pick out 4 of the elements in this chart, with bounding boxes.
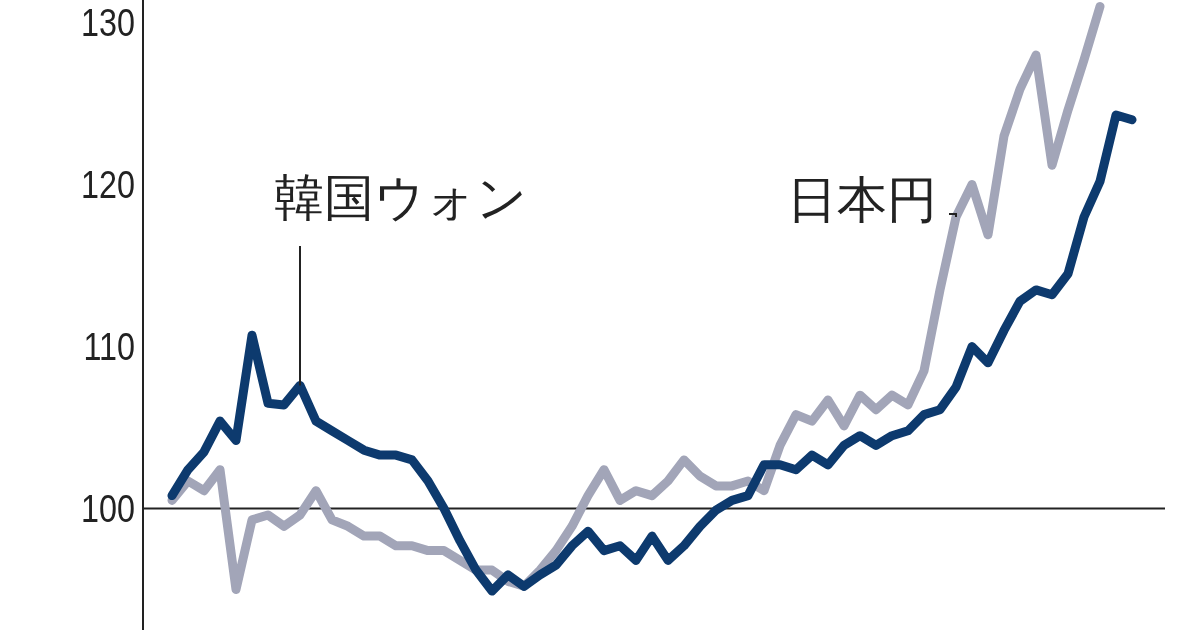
y-tick-label: 100: [81, 487, 135, 530]
y-tick-label: 130: [81, 1, 135, 44]
y-tick-label: 120: [81, 163, 135, 206]
y-tick-label: 110: [83, 325, 135, 368]
